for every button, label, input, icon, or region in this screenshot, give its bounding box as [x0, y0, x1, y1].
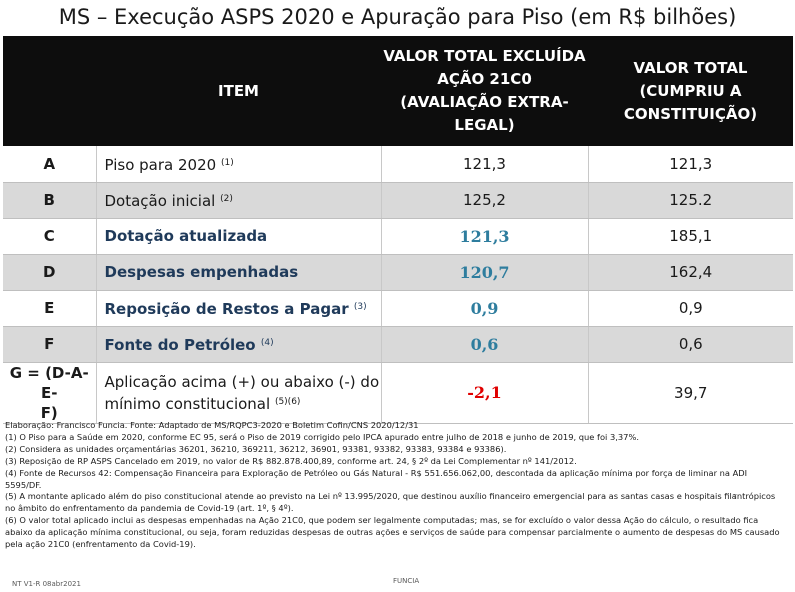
- table-row-b: B Dotação inicial (2) 125,2 125.2: [3, 182, 793, 219]
- row-letter: D: [3, 254, 97, 291]
- row-item: Dotação inicial (2): [96, 182, 382, 219]
- footer-version: NT V1-R 08abr2021: [12, 580, 81, 588]
- row-value-total: 39,7: [588, 362, 793, 424]
- footnote-ref: (2): [220, 194, 233, 204]
- row-letter: E: [3, 290, 97, 327]
- footnote-ref: (5)(6): [274, 396, 301, 407]
- row-value-total: 185,1: [588, 218, 793, 255]
- row-letter: C: [3, 218, 97, 255]
- table-row-g: G = (D-A-E- F) Aplicação acima (+) ou aba…: [3, 362, 793, 424]
- row-letter: F: [3, 326, 97, 363]
- row-item: Aplicação acima (+) ou abaixo (-) do míni…: [96, 362, 382, 424]
- row-item: Fonte do Petróleo (4): [96, 326, 382, 363]
- footer-author: FUNCIA: [393, 577, 420, 585]
- footnote-4: (4) Fonte de Recursos 42: Compensação Fi…: [5, 467, 748, 490]
- header-valor-excluida: VALOR TOTAL EXCLUÍDA AÇÃO 21C0 (AVALIAÇÃ…: [381, 36, 588, 146]
- piso-table: ITEM VALOR TOTAL EXCLUÍDA AÇÃO 21C0 (AVA…: [3, 36, 793, 424]
- row-value-total: 0,9: [588, 290, 793, 327]
- row-value-total: 0,6: [588, 326, 793, 363]
- page-title: MS – Execução ASPS 2020 e Apuração para …: [58, 5, 737, 29]
- row-item: Piso para 2020 (1): [96, 146, 382, 183]
- footnote-5: (5) A montante aplicado além do piso con…: [5, 491, 776, 514]
- table-header-row: ITEM VALOR TOTAL EXCLUÍDA AÇÃO 21C0 (AVA…: [3, 36, 793, 146]
- footnote-1: (1) O Piso para a Saúde em 2020, conform…: [5, 431, 639, 442]
- table-row-d: D Despesas empenhadas 120,7 162,4: [3, 254, 793, 291]
- footnote-6: (6) O valor total aplicado inclui as des…: [5, 515, 780, 550]
- footnote-ref: (4): [260, 338, 274, 348]
- header-item: ITEM: [96, 36, 381, 146]
- footnote-ref: (3): [353, 302, 367, 312]
- row-value-excluida: 0,6: [381, 326, 589, 363]
- footnote-source: Elaboração: Francisco Funcia. Fonte: Ada…: [5, 420, 419, 430]
- row-item: Despesas empenhadas: [96, 254, 382, 291]
- row-letter: A: [3, 146, 97, 183]
- row-value-excluida: 0,9: [381, 290, 589, 327]
- row-value-excluida: 121,3: [381, 146, 589, 183]
- table-row-a: A Piso para 2020 (1) 121,3 121,3: [3, 146, 793, 183]
- page-number: 7: [733, 494, 737, 501]
- table-row-e: E Reposição de Restos a Pagar (3) 0,9 0,…: [3, 290, 793, 327]
- header-valor-total: VALOR TOTAL (CUMPRIU A CONSTITUIÇÃO): [588, 36, 793, 146]
- row-letter: G = (D-A-E- F): [3, 362, 97, 424]
- footnote-ref: (1): [220, 157, 234, 168]
- row-value-total: 162,4: [588, 254, 793, 291]
- table-row-c: C Dotação atualizada 121,3 185,1: [3, 218, 793, 255]
- row-item: Dotação atualizada: [96, 218, 382, 255]
- row-value-excluida: 121,3: [381, 218, 589, 255]
- row-value-total: 125.2: [588, 182, 793, 219]
- row-value-total: 121,3: [588, 146, 793, 183]
- row-value-excluida: 125,2: [381, 182, 589, 219]
- header-letter: [3, 36, 96, 146]
- row-item: Reposição de Restos a Pagar (3): [96, 290, 382, 327]
- footnote-2: (2) Considera as unidades orçamentárias …: [5, 443, 507, 454]
- row-value-excluida: -2,1: [381, 362, 589, 424]
- row-value-excluida: 120,7: [381, 254, 589, 291]
- row-letter: B: [3, 182, 97, 219]
- footnote-3: (3) Reposição de RP ASPS Cancelado em 20…: [5, 455, 577, 466]
- footnotes: Elaboração: Francisco Funcia. Fonte: Ada…: [5, 420, 785, 551]
- table-row-f: F Fonte do Petróleo (4) 0,6 0,6: [3, 326, 793, 363]
